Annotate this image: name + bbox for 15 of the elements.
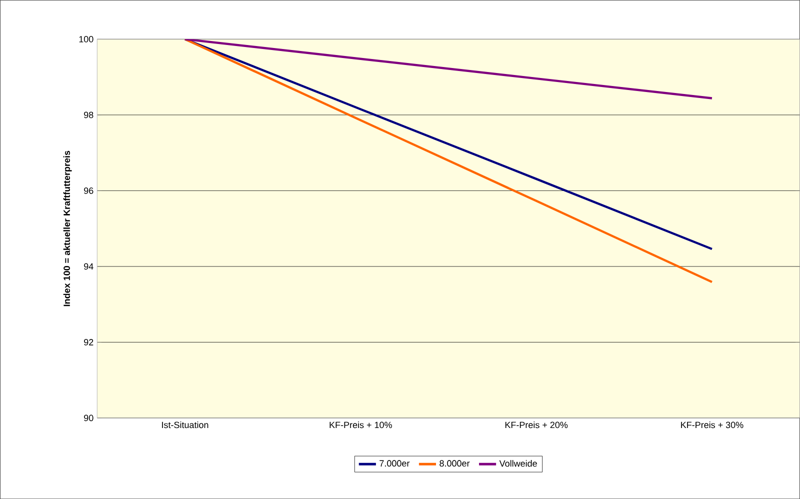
y-tick-label: 94 — [84, 263, 94, 270]
legend-label: Vollweide — [499, 460, 537, 467]
y-tick-label: 90 — [84, 414, 94, 422]
x-tick-label: KF-Preis + 30% — [681, 421, 744, 428]
x-tick-label: KF-Preis + 20% — [505, 421, 568, 428]
x-tick-label: KF-Preis + 10% — [330, 421, 392, 428]
line-series — [184, 39, 714, 100]
y-tick-label: 98 — [84, 112, 94, 118]
x-tick-label: Ist-Situation — [162, 421, 208, 428]
y-tick-label: 92 — [84, 338, 94, 346]
legend-label: 8.000er — [440, 460, 470, 466]
legend-label: 7.000er — [380, 460, 410, 466]
y-tick-label: 100 — [79, 36, 94, 42]
y-tick-label: 96 — [84, 187, 94, 194]
y-axis-title: Index 100 = aktueller Kraftfutterpreis — [63, 150, 72, 306]
